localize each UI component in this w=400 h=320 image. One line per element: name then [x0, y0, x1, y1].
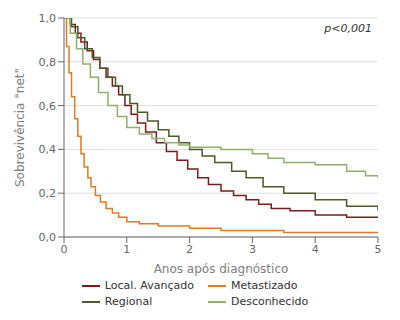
svg-text:4: 4: [312, 243, 319, 256]
svg-text:Sobrevivência "net": Sobrevivência "net": [13, 68, 27, 187]
svg-text:0,2: 0,2: [39, 187, 57, 200]
svg-text:0,0: 0,0: [39, 231, 57, 244]
svg-text:2: 2: [186, 243, 193, 256]
svg-text:0,6: 0,6: [39, 100, 57, 113]
svg-text:0: 0: [61, 243, 68, 256]
svg-text:3: 3: [249, 243, 256, 256]
svg-text:1,0: 1,0: [39, 12, 57, 25]
html-text:Metastizado: Metastizado: [230, 279, 298, 292]
html-text:p<0,001: p<0,001: [324, 22, 372, 35]
html-text:Local. Avançado: Local. Avançado: [104, 279, 194, 292]
svg-text:0,8: 0,8: [39, 56, 57, 69]
svg-text:0,4: 0,4: [39, 143, 57, 156]
svg-text:5: 5: [375, 243, 382, 256]
html-text:Regional: Regional: [104, 295, 153, 308]
svg-text:Anos após diagnóstico: Anos após diagnóstico: [154, 262, 289, 276]
html-text:Desconhecido: Desconhecido: [230, 295, 309, 308]
svg-text:1: 1: [123, 243, 130, 256]
